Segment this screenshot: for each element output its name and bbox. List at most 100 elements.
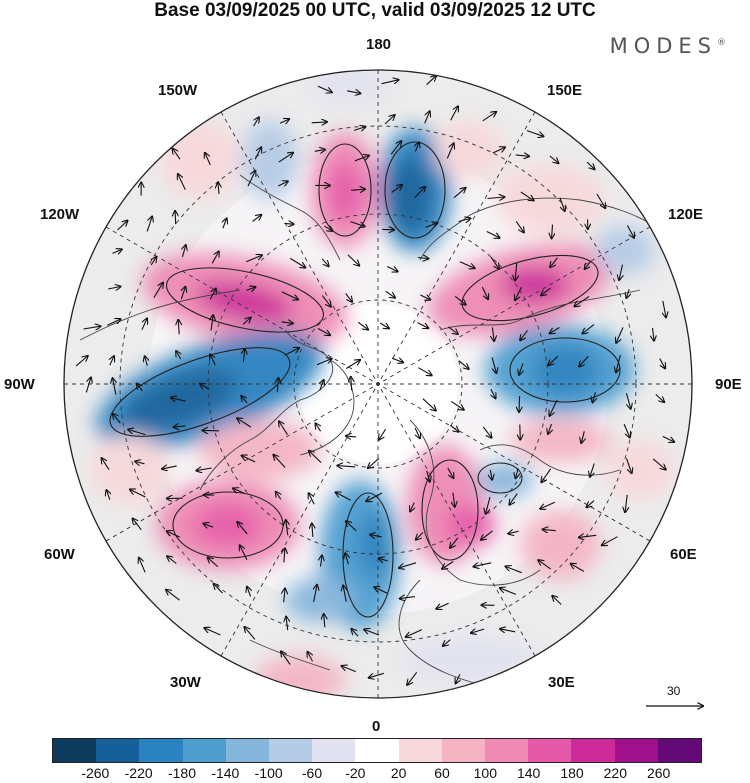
wind-arrow bbox=[491, 388, 496, 398]
wind-arrow bbox=[342, 666, 357, 673]
wind-arrow bbox=[586, 161, 594, 169]
wind-arrow bbox=[316, 359, 332, 366]
colorbar-swatch bbox=[441, 739, 486, 762]
wind-arrow bbox=[286, 617, 288, 631]
wind-arrow bbox=[345, 553, 348, 565]
wind-arrow bbox=[550, 257, 558, 268]
wind-arrow bbox=[309, 451, 322, 463]
wind-arrow bbox=[75, 356, 88, 367]
wind-arrow bbox=[424, 111, 430, 124]
wind-reference-label: 30 bbox=[667, 684, 681, 698]
lon-label-0: 0 bbox=[372, 718, 381, 735]
colorbar-swatch bbox=[657, 739, 702, 762]
wind-arrow bbox=[459, 261, 475, 269]
wind-arrow bbox=[587, 500, 595, 507]
wind-arrow bbox=[548, 423, 552, 434]
wind-arrow bbox=[316, 424, 321, 432]
colorbar-swatch bbox=[139, 739, 183, 762]
wind-arrow bbox=[347, 91, 360, 94]
wind-arrow bbox=[482, 426, 491, 438]
wind-arrow bbox=[625, 392, 630, 409]
wind-arrow bbox=[616, 327, 624, 342]
wind-arrow bbox=[418, 367, 431, 376]
wind-arrow bbox=[252, 215, 262, 222]
colorbar-tick-label: -100 bbox=[254, 765, 283, 781]
wind-arrow bbox=[135, 461, 145, 463]
wind-arrow bbox=[218, 183, 219, 194]
wind-arrow bbox=[284, 589, 285, 603]
wind-arrow bbox=[515, 155, 529, 156]
wind-arrow bbox=[420, 295, 430, 300]
wind-arrow bbox=[246, 287, 256, 290]
wind-arrow bbox=[117, 221, 128, 231]
wind-arrow bbox=[453, 188, 466, 199]
colorbar-tick-label: -20 bbox=[345, 765, 366, 781]
wind-arrow bbox=[205, 153, 211, 166]
wind-arrow bbox=[311, 122, 327, 123]
wind-arrow bbox=[575, 295, 590, 306]
colorbar-swatch bbox=[269, 739, 313, 762]
wind-arrow bbox=[442, 561, 454, 569]
wind-arrow bbox=[390, 141, 401, 155]
wind-arrow bbox=[336, 492, 351, 501]
wind-arrow bbox=[278, 153, 293, 163]
wind-arrow bbox=[500, 588, 517, 595]
wind-vectors bbox=[75, 76, 674, 685]
wind-arrow bbox=[245, 627, 256, 640]
colorbar-tick-label: 220 bbox=[603, 765, 628, 781]
wind-arrow bbox=[486, 496, 491, 514]
wind-arrow bbox=[110, 356, 114, 366]
wind-arrow bbox=[279, 422, 288, 435]
colorbar-swatch bbox=[312, 739, 356, 762]
colorbar-tick-label: -220 bbox=[124, 765, 153, 781]
wind-arrow bbox=[281, 322, 293, 324]
wind-arrow bbox=[162, 466, 177, 469]
wind-arrow bbox=[520, 424, 521, 440]
wind-arrow bbox=[625, 494, 627, 512]
wind-arrow bbox=[347, 254, 359, 266]
wind-arrow bbox=[519, 363, 523, 374]
wind-arrow bbox=[516, 468, 518, 478]
wind-arrow bbox=[183, 245, 186, 258]
wind-arrow bbox=[407, 671, 418, 685]
colorbar-tick-label: 100 bbox=[473, 765, 498, 781]
wind-arrow bbox=[321, 556, 323, 567]
wind-arrow bbox=[450, 400, 463, 409]
wind-arrow bbox=[552, 596, 562, 605]
wind-arrow bbox=[379, 322, 389, 328]
wind-arrow bbox=[509, 493, 518, 505]
wind-arrow bbox=[379, 558, 388, 561]
wind-arrow bbox=[559, 197, 565, 211]
wind-arrow bbox=[178, 320, 179, 335]
wind-arrow bbox=[491, 357, 496, 373]
wind-arrow bbox=[242, 318, 250, 325]
wind-arrow bbox=[174, 426, 186, 427]
wind-arrow bbox=[337, 466, 356, 467]
wind-arrow bbox=[308, 652, 313, 662]
wind-arrow bbox=[549, 155, 559, 163]
wind-arrow bbox=[446, 143, 453, 159]
wind-arrow bbox=[443, 639, 451, 646]
wind-arrow bbox=[176, 351, 180, 360]
wind-arrow bbox=[619, 264, 622, 280]
anomaly-field bbox=[90, 70, 675, 698]
lon-label-180: 180 bbox=[366, 36, 392, 53]
wind-arrow bbox=[370, 535, 382, 537]
wind-arrow bbox=[543, 529, 556, 530]
wind-arrow bbox=[391, 358, 403, 362]
wind-arrow bbox=[541, 468, 552, 482]
lon-label-120e: 120E bbox=[668, 206, 704, 223]
colorbar-swatch bbox=[355, 739, 399, 762]
wind-arrow bbox=[284, 223, 293, 224]
wind-arrow bbox=[550, 327, 560, 334]
wind-arrow bbox=[247, 587, 251, 597]
wind-arrow bbox=[416, 532, 424, 540]
wind-arrow bbox=[237, 522, 248, 535]
wind-arrow bbox=[425, 223, 438, 228]
colorbar-swatch bbox=[528, 739, 572, 762]
wind-arrow bbox=[211, 252, 219, 264]
wind-arrow bbox=[141, 319, 147, 331]
wind-arrow bbox=[623, 423, 630, 437]
lon-label-150w: 150W bbox=[158, 82, 198, 99]
